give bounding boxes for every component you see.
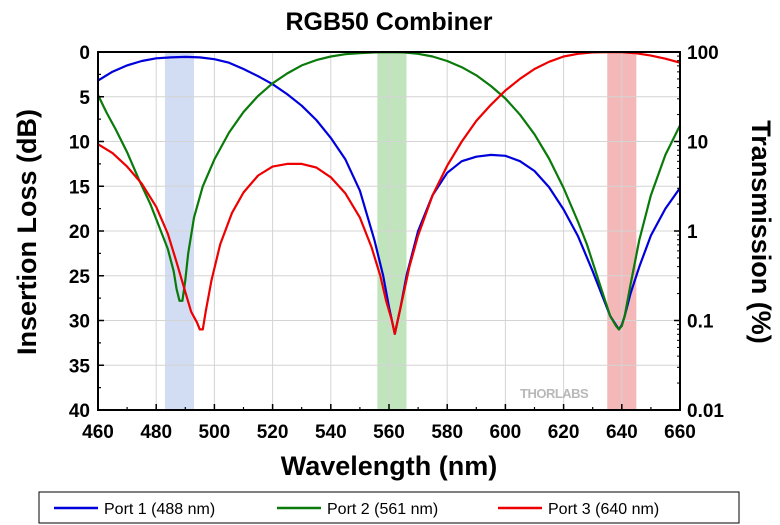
y-axis-title: Insertion Loss (dB) <box>12 109 42 355</box>
legend-box <box>38 491 740 524</box>
y2-tick-label: 100 <box>687 43 719 64</box>
y2-axis-tick-labels: 100 10 1 0.1 0.01 <box>687 43 724 422</box>
legend-label-port-3: Port 3 (640 nm) <box>548 501 659 518</box>
y-tick-label: 30 <box>69 312 90 333</box>
x-tick-label: 540 <box>315 422 347 443</box>
x-tick-label: 580 <box>431 422 463 443</box>
watermark-text: THORLABS <box>520 386 589 401</box>
y2-tick-label: 0.01 <box>687 401 724 422</box>
y2-tick-label: 0.1 <box>687 312 714 333</box>
legend-label-port-1: Port 1 (488 nm) <box>104 501 215 518</box>
x-tick-label: 620 <box>548 422 580 443</box>
x-tick-label: 560 <box>373 422 405 443</box>
x-tick-label: 600 <box>490 422 522 443</box>
y-tick-label: 5 <box>79 88 90 109</box>
y2-tick-label: 1 <box>687 222 698 243</box>
y-tick-label: 10 <box>69 133 90 154</box>
x-tick-label: 520 <box>257 422 289 443</box>
y-tick-label: 20 <box>69 222 90 243</box>
legend: Port 1 (488 nm) Port 2 (561 nm) Port 3 (64… <box>38 491 740 524</box>
x-tick-label: 640 <box>606 422 638 443</box>
chart-title: RGB50 Combiner <box>286 8 493 36</box>
x-tick-label: 460 <box>82 422 114 443</box>
y-tick-label: 25 <box>69 267 91 288</box>
x-axis-tick-labels: 460 480 500 520 540 560 580 600 620 640 660 <box>82 422 696 443</box>
x-axis-title: Wavelength (nm) <box>281 451 498 481</box>
legend-label-port-2: Port 2 (561 nm) <box>327 501 438 518</box>
thorlabs-watermark: THORLABS <box>520 386 590 401</box>
y-tick-label: 40 <box>69 401 90 422</box>
y-tick-label: 35 <box>69 356 91 377</box>
y2-axis-title: Transmission (%) <box>746 120 776 344</box>
x-tick-label: 480 <box>140 422 172 443</box>
x-tick-label: 660 <box>664 422 696 443</box>
y-tick-label: 0 <box>79 43 90 64</box>
axis-ticks <box>97 51 681 411</box>
y2-tick-label: 10 <box>687 133 708 154</box>
series-line-port-3 <box>97 50 681 335</box>
y-tick-label: 15 <box>69 177 91 198</box>
y-axis-tick-labels: 0 5 10 15 20 25 30 35 40 <box>69 43 91 422</box>
x-tick-label: 500 <box>199 422 231 443</box>
